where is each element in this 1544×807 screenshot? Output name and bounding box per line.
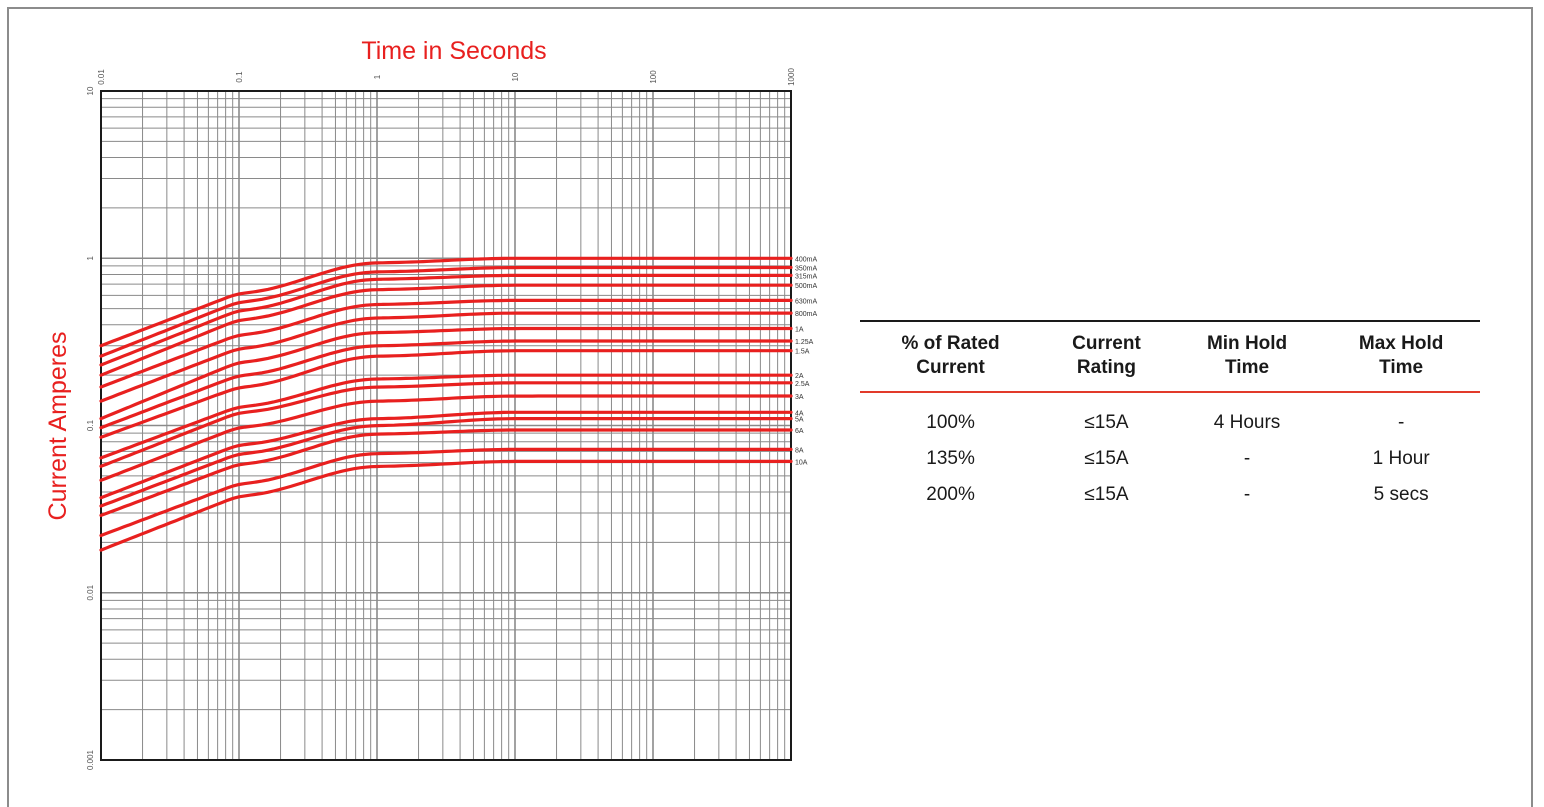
table-cell: ≤15A [1084, 448, 1129, 469]
col-header-percent-rated: % of Rated Current [860, 321, 1041, 392]
table-cell: ≤15A [1084, 484, 1129, 505]
series-label: 1A [795, 327, 804, 334]
table-cell: 135% [926, 448, 975, 469]
x-tick-label: 1 [373, 74, 382, 79]
table-cell: 4 Hours [1213, 412, 1281, 433]
series-label: 400mA [795, 256, 818, 263]
y-axis-label: Current Amperes [44, 332, 72, 521]
series-label: 630mA [795, 298, 818, 305]
col-header-min-hold-time: Min Hold Time [1172, 321, 1322, 392]
series-line-2-5a [99, 381, 793, 468]
series-label: 5A [795, 417, 804, 424]
series-line-8a [99, 447, 793, 538]
x-tick-label: 0.01 [97, 69, 106, 85]
x-tick-label: 1000 [787, 68, 796, 86]
chart-title: Time in Seconds [361, 37, 546, 65]
x-tick-label: 10 [511, 72, 520, 81]
series-label: 500mA [795, 283, 818, 290]
series-line-315ma [99, 273, 793, 367]
header-line: Min Hold [1206, 333, 1288, 354]
table-row: 100% ≤15A 4 Hours - [860, 392, 1480, 441]
series-label: 6A [795, 428, 804, 435]
series-label: 2.5A [795, 381, 810, 388]
y-tick-label: 1 [86, 255, 95, 260]
series-line-800ma [99, 311, 793, 403]
series-line-5a [99, 417, 793, 508]
axis-tick-labels: 0.01 0.1 1 10 100 1000 10 1 0.1 0.01 0.001 [86, 68, 796, 770]
header-line: Time [1225, 357, 1270, 378]
series-label: 4A [795, 410, 804, 417]
table-row: 200% ≤15A - 5 secs [860, 477, 1480, 513]
col-header-max-hold-time: Max Hold Time [1322, 321, 1480, 392]
table-cell: - [1397, 412, 1405, 433]
header-line: Max Hold [1358, 333, 1444, 354]
header-line: Current [916, 357, 985, 378]
series-label: 1.5A [795, 349, 810, 356]
series-label: 3A [795, 394, 804, 401]
table-cell: - [1243, 484, 1251, 505]
series-line-400ma [99, 256, 793, 348]
table-cell: 5 secs [1373, 484, 1429, 505]
series-line-630ma [99, 298, 793, 389]
header-line: Current [1072, 333, 1141, 354]
header-line: Time [1379, 357, 1424, 378]
table-cell: - [1243, 448, 1251, 469]
series-label: 315mA [795, 273, 818, 280]
series-line-1-5a [99, 349, 793, 439]
series-label: 1.25A [795, 339, 814, 346]
series-label: 800mA [795, 311, 818, 318]
series-label: 350mA [795, 266, 818, 273]
series-label: 8A [795, 447, 804, 454]
series-label: 2A [795, 373, 804, 380]
x-tick-label: 100 [649, 70, 658, 84]
series-line-3a [99, 394, 793, 482]
table-header-row: % of Rated Current Current Rating Min Ho… [860, 321, 1480, 392]
y-tick-label: 0.1 [86, 419, 95, 431]
series-line-500ma [99, 283, 793, 377]
series-line-6a [99, 428, 793, 517]
y-tick-label: 10 [86, 86, 95, 95]
table-cell: 100% [926, 412, 975, 433]
header-line: % of Rated [901, 333, 1000, 354]
col-header-current-rating: Current Rating [1041, 321, 1172, 392]
table-cell: ≤15A [1084, 412, 1129, 433]
table-cell: 200% [926, 484, 975, 505]
chart-series [99, 256, 793, 552]
series-line-350ma [99, 265, 793, 358]
plot-border [100, 90, 792, 761]
page-frame [7, 7, 1533, 807]
x-tick-label: 0.1 [235, 71, 244, 83]
table-cell: 1 Hour [1372, 448, 1430, 469]
series-line-1a [99, 326, 793, 421]
table-row: 135% ≤15A - 1 Hour [860, 441, 1480, 477]
y-tick-label: 0.01 [86, 584, 95, 600]
y-tick-label: 0.001 [86, 749, 95, 770]
series-line-10a [99, 459, 793, 552]
header-line: Rating [1076, 357, 1137, 378]
series-line-1-25a [99, 339, 793, 430]
series-label: 10A [795, 459, 808, 466]
series-line-4a [99, 410, 793, 500]
series-line-2a [99, 373, 793, 460]
rating-table: % of Rated Current Current Rating Min Ho… [860, 320, 1480, 513]
